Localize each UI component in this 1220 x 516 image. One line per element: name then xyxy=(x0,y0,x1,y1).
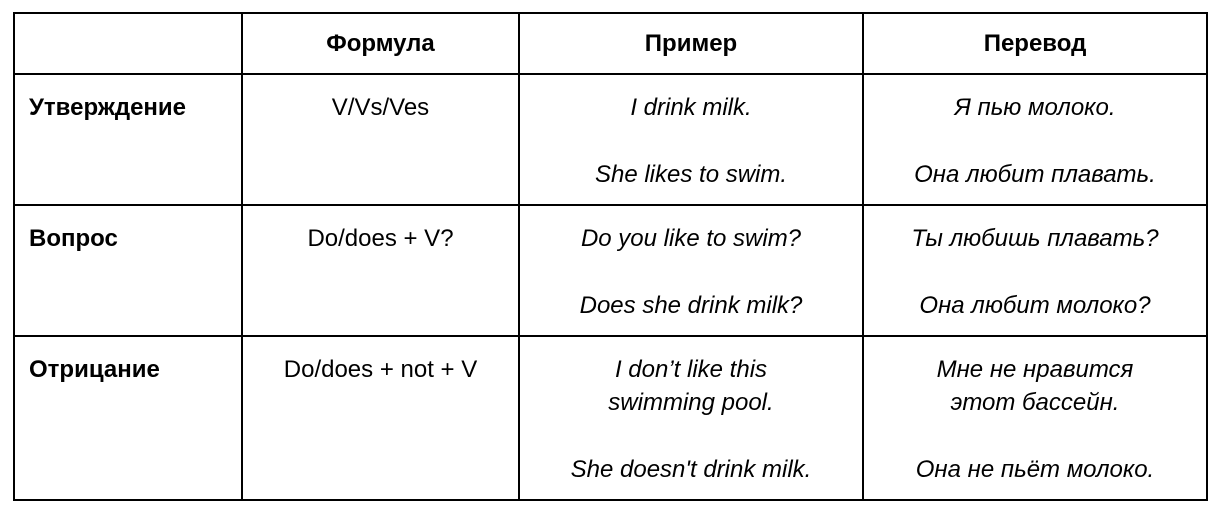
formula-cell: Do/does + V? xyxy=(241,204,520,337)
translation-text: Она любит плавать. xyxy=(914,161,1156,188)
example-text: Do you like to swim? xyxy=(580,225,802,252)
translation-cell: Я пью молоко. Она любит плавать. xyxy=(862,73,1208,206)
table-row: Утверждение V/Vs/Ves I drink milk. She l… xyxy=(13,73,1208,206)
translation-text: Мне не нравится этот бассейн. xyxy=(936,356,1134,416)
translation-cell: Ты любишь плавать? Она любит молоко? xyxy=(862,204,1208,337)
example-text: She likes to swim. xyxy=(594,161,788,188)
formula-cell: Do/does + not + V xyxy=(241,335,520,501)
translation-cell: Мне не нравится этот бассейн. Она не пьё… xyxy=(862,335,1208,501)
translation-text: Я пью молоко. xyxy=(954,94,1116,121)
example-cell: Do you like to swim? Does she drink milk… xyxy=(518,204,864,337)
translation-text: Она не пьёт молоко. xyxy=(915,456,1155,483)
grammar-table: Формула Пример Перевод Утверждение V/Vs/… xyxy=(13,12,1208,501)
example-text: I drink milk. xyxy=(630,94,752,121)
header-example: Пример xyxy=(518,12,864,75)
header-translation: Перевод xyxy=(862,12,1208,75)
table-row: Вопрос Do/does + V? Do you like to swim?… xyxy=(13,204,1208,337)
row-label: Вопрос xyxy=(13,204,243,337)
example-text: Does she drink milk? xyxy=(579,292,803,319)
table-row: Отрицание Do/does + not + V I don’t like… xyxy=(13,335,1208,501)
example-text: She doesn't drink milk. xyxy=(570,456,812,483)
translation-text: Ты любишь плавать? xyxy=(911,225,1159,252)
row-label: Отрицание xyxy=(13,335,243,501)
example-cell: I don’t like this swimming pool. She doe… xyxy=(518,335,864,501)
row-label: Утверждение xyxy=(13,73,243,206)
header-formula: Формула xyxy=(241,12,520,75)
header-empty xyxy=(13,12,243,75)
formula-cell: V/Vs/Ves xyxy=(241,73,520,206)
example-text: I don’t like this swimming pool. xyxy=(608,356,774,416)
translation-text: Она любит молоко? xyxy=(919,292,1151,319)
example-cell: I drink milk. She likes to swim. xyxy=(518,73,864,206)
header-row: Формула Пример Перевод xyxy=(13,12,1208,75)
